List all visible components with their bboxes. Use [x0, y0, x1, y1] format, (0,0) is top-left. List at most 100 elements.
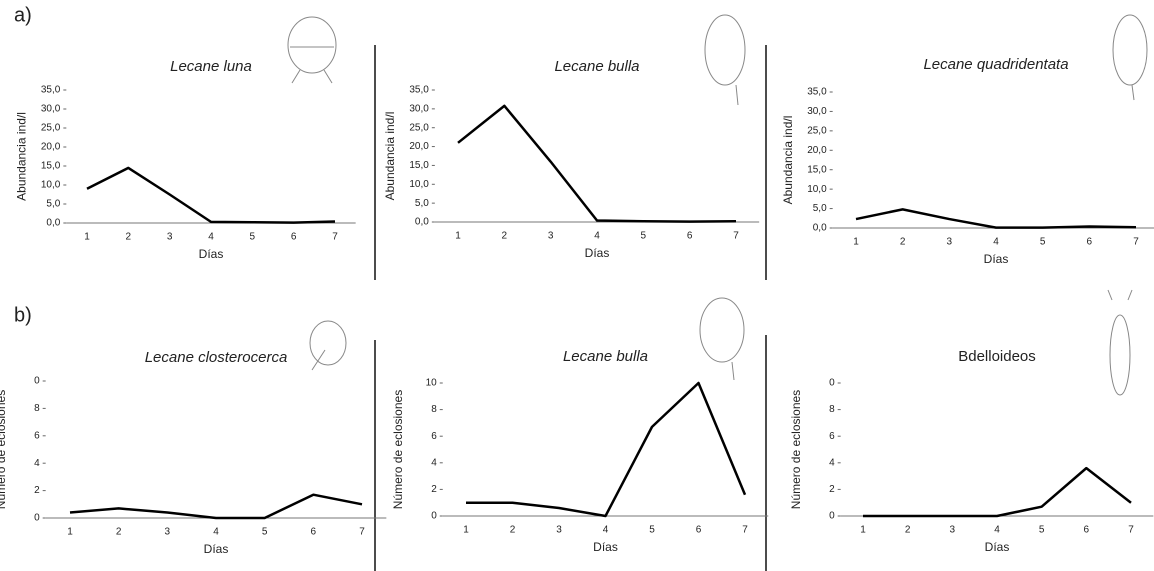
- x-axis-label: Días: [585, 246, 610, 260]
- x-tick-label: 4: [994, 525, 1000, 536]
- x-tick-label: 1: [67, 527, 73, 538]
- y-tick-label: 10,0: [409, 179, 429, 190]
- y-tick-label: 20,0: [41, 142, 61, 153]
- y-tick-label: 0,0: [813, 223, 827, 234]
- data-line: [863, 466, 1132, 518]
- x-axis-label: Días: [204, 542, 229, 556]
- y-tick-label: 0,0: [46, 218, 60, 229]
- y-tick-label: 15,0: [41, 161, 61, 172]
- x-tick-label: 5: [649, 525, 655, 536]
- y-tick-label: 5,0: [415, 198, 429, 209]
- y-tick-label: 15,0: [409, 160, 429, 171]
- panel-label: a): [14, 4, 32, 26]
- y-tick-label: 5,0: [46, 199, 60, 210]
- panel-label: b): [14, 304, 32, 326]
- y-axis-label: Número de eclosiones: [0, 390, 8, 509]
- y-tick-label: 8: [431, 404, 437, 415]
- x-tick-label: 5: [1039, 525, 1045, 536]
- x-tick-label: 6: [1084, 525, 1090, 536]
- x-tick-label: 6: [311, 527, 317, 538]
- y-tick-label: 25,0: [807, 125, 827, 136]
- x-tick-label: 6: [687, 231, 693, 242]
- chart-title: Lecane bulla: [554, 58, 639, 75]
- y-tick-label: 0: [34, 513, 40, 524]
- x-tick-label: 6: [696, 525, 702, 536]
- x-tick-label: 2: [116, 527, 122, 538]
- chart-title: Lecane closterocerca: [145, 349, 288, 366]
- x-tick-label: 7: [742, 525, 748, 536]
- x-tick-label: 1: [860, 525, 866, 536]
- x-tick-label: 2: [900, 237, 906, 248]
- y-tick-label: 20,0: [807, 145, 827, 156]
- x-tick-label: 3: [165, 527, 171, 538]
- y-tick-label: 20,0: [409, 141, 429, 152]
- x-tick-label: 2: [905, 525, 911, 536]
- y-tick-label: 25,0: [409, 122, 429, 133]
- x-tick-label: 4: [603, 525, 609, 536]
- x-tick-label: 4: [993, 237, 999, 248]
- y-tick-label: 4: [829, 457, 835, 468]
- x-tick-label: 6: [1087, 237, 1093, 248]
- y-tick-label: 0: [829, 378, 835, 389]
- x-axis-label: Días: [593, 540, 618, 554]
- y-tick-label: 25,0: [41, 123, 61, 134]
- chart-title: Lecane quadridentata: [923, 56, 1068, 73]
- x-tick-label: 2: [126, 232, 132, 243]
- y-tick-label: 35,0: [41, 85, 61, 96]
- x-tick-label: 3: [556, 525, 562, 536]
- x-tick-label: 7: [1133, 237, 1139, 248]
- y-tick-label: 4: [431, 457, 437, 468]
- x-tick-label: 6: [291, 232, 297, 243]
- y-tick-label: 30,0: [807, 106, 827, 117]
- y-tick-label: 8: [34, 403, 40, 414]
- x-tick-label: 3: [950, 525, 956, 536]
- y-tick-label: 6: [34, 430, 40, 441]
- chart-title: Bdelloideos: [958, 348, 1036, 365]
- data-line: [466, 381, 747, 518]
- data-line: [855, 208, 1137, 229]
- x-tick-label: 4: [213, 527, 219, 538]
- y-tick-label: 0: [829, 511, 835, 522]
- y-tick-label: 10,0: [41, 180, 61, 191]
- y-tick-label: 15,0: [807, 164, 827, 175]
- x-tick-label: 7: [1128, 525, 1134, 536]
- y-axis-label: Abundancia ind/l: [383, 112, 397, 201]
- x-tick-label: 7: [733, 231, 739, 242]
- y-axis-label: Abundancia ind/l: [15, 112, 29, 201]
- x-axis-label: Días: [985, 540, 1010, 554]
- x-axis-label: Días: [984, 252, 1009, 266]
- x-tick-label: 3: [548, 231, 554, 242]
- x-tick-label: 4: [594, 231, 600, 242]
- y-tick-label: 4: [34, 458, 40, 469]
- y-tick-label: 5,0: [813, 203, 827, 214]
- data-line: [86, 166, 336, 224]
- y-tick-label: 2: [34, 485, 40, 496]
- y-tick-label: 8: [829, 404, 835, 415]
- data-line: [457, 104, 737, 223]
- x-tick-label: 1: [853, 237, 859, 248]
- x-tick-label: 5: [641, 231, 647, 242]
- illustration: [287, 14, 1148, 396]
- y-axis-label: Abundancia ind/l: [781, 116, 795, 205]
- x-tick-label: 5: [1040, 237, 1046, 248]
- data-line: [69, 493, 363, 520]
- x-tick-label: 1: [84, 232, 90, 243]
- y-tick-label: 0: [431, 511, 437, 522]
- chart-title: Lecane bulla: [563, 348, 648, 365]
- y-axis-label: Número de eclosiones: [789, 390, 803, 509]
- x-tick-label: 3: [947, 237, 953, 248]
- y-axis-label: Número de eclosiones: [391, 390, 405, 509]
- y-tick-label: 6: [431, 431, 437, 442]
- y-tick-label: 30,0: [41, 104, 61, 115]
- x-tick-label: 7: [332, 232, 338, 243]
- y-tick-label: 0,0: [415, 217, 429, 228]
- x-tick-label: 4: [208, 232, 214, 243]
- y-tick-label: 2: [829, 484, 835, 495]
- x-tick-label: 5: [250, 232, 256, 243]
- x-tick-label: 1: [463, 525, 469, 536]
- y-tick-label: 35,0: [409, 85, 429, 96]
- chart-title: Lecane luna: [170, 58, 252, 75]
- x-tick-label: 7: [359, 527, 365, 538]
- x-axis-label: Días: [199, 247, 224, 261]
